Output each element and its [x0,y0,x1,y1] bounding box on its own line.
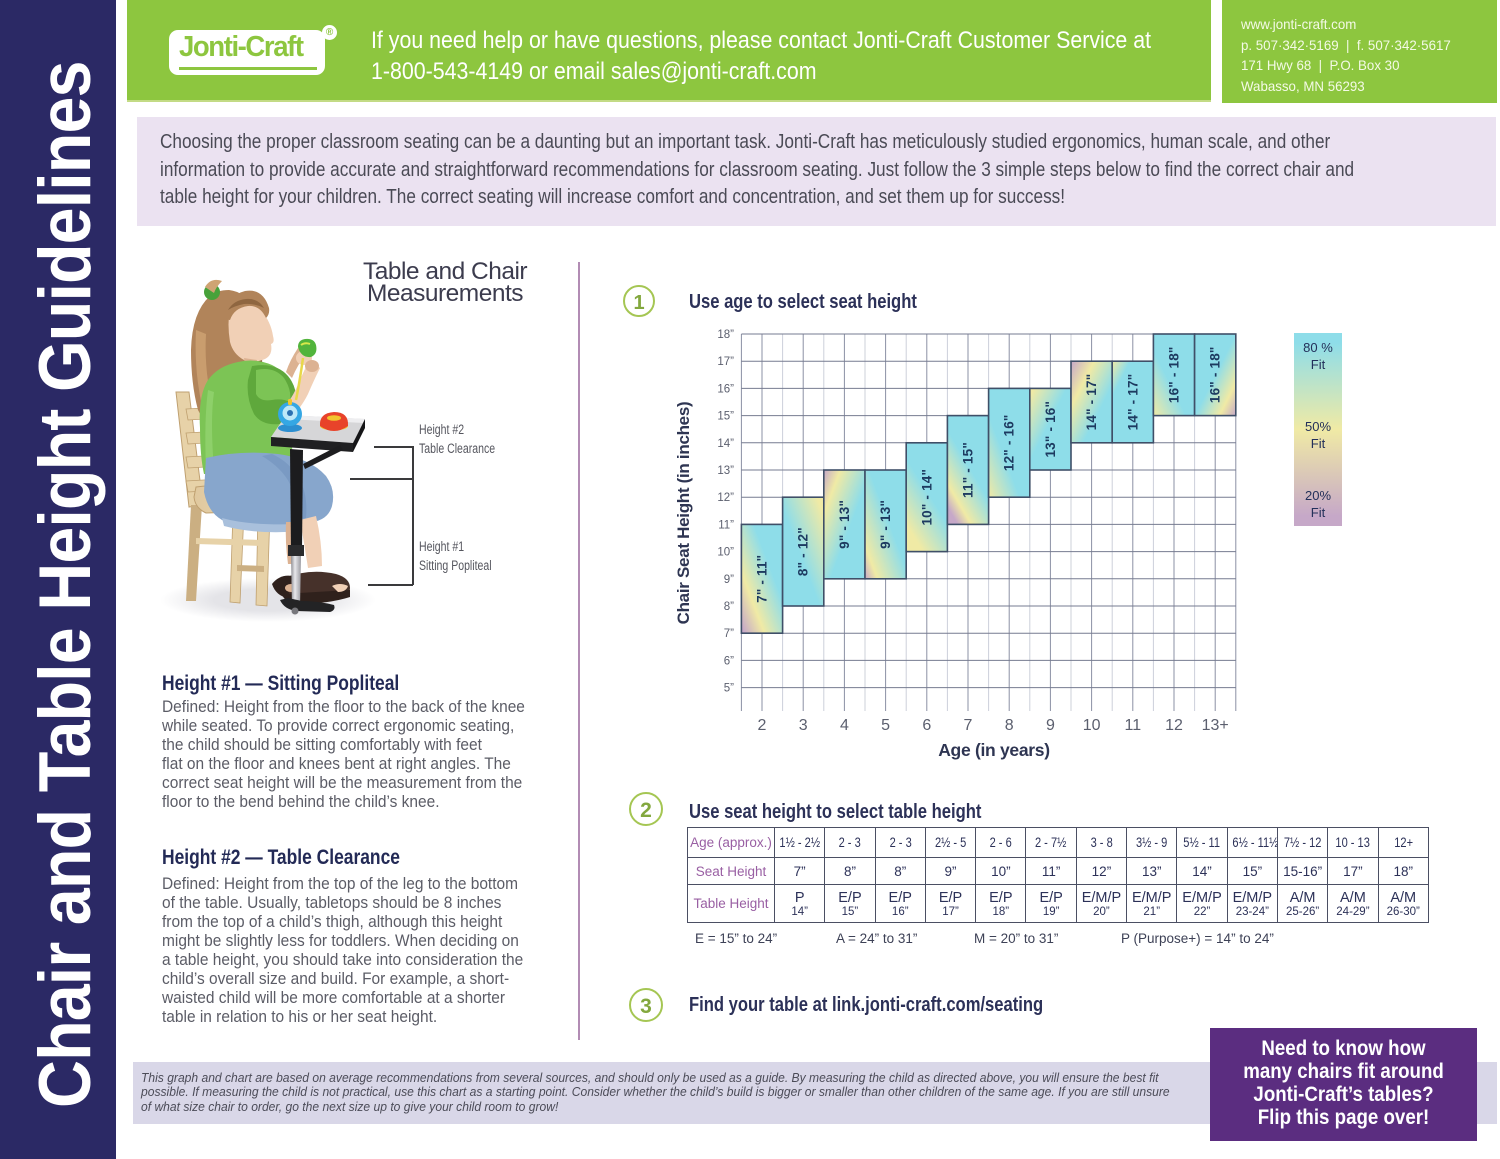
svg-text:20%: 20% [1305,488,1331,503]
svg-text:Fit: Fit [1311,436,1326,451]
svg-text:16”: 16” [717,383,734,395]
svg-text:13" - 16": 13" - 16" [1043,401,1058,458]
svg-text:16" - 18": 16" - 18" [1208,346,1223,403]
svg-text:8" - 12": 8" - 12" [796,527,811,576]
svg-text:12”: 12” [717,492,734,504]
svg-text:9" - 13": 9" - 13" [878,500,893,549]
svg-text:7”: 7” [724,628,734,640]
svg-text:7" - 11": 7" - 11" [755,555,770,603]
svg-text:50%: 50% [1305,419,1331,434]
svg-text:5: 5 [881,717,890,734]
svg-text:6”: 6” [724,655,734,667]
svg-text:14" - 17": 14" - 17" [1125,374,1140,431]
svg-text:10: 10 [1083,717,1101,734]
svg-text:13+: 13+ [1202,717,1229,734]
svg-text:Fit: Fit [1311,505,1326,520]
svg-text:Chair Seat Height (in inches): Chair Seat Height (in inches) [674,402,693,625]
svg-text:11: 11 [1124,717,1141,734]
svg-text:13”: 13” [717,465,734,477]
svg-text:16" - 18": 16" - 18" [1167,346,1182,403]
svg-text:12: 12 [1165,717,1183,734]
svg-text:14" - 17": 14" - 17" [1084,374,1099,431]
svg-text:18”: 18” [717,329,734,341]
svg-text:5”: 5” [724,683,734,695]
svg-text:9”: 9” [724,574,734,586]
svg-text:8: 8 [1005,717,1014,734]
svg-text:4: 4 [840,717,849,734]
svg-text:2: 2 [758,717,767,734]
svg-text:17”: 17” [717,356,734,368]
svg-text:Fit: Fit [1311,357,1326,372]
svg-text:6: 6 [922,717,931,734]
svg-text:11" - 15": 11" - 15" [961,442,976,498]
svg-text:3: 3 [799,717,808,734]
svg-text:80 %: 80 % [1303,340,1333,355]
svg-text:8”: 8” [724,601,734,613]
svg-text:12" - 16": 12" - 16" [1002,414,1017,471]
svg-text:15”: 15” [717,411,734,423]
svg-text:7: 7 [964,717,973,734]
svg-text:Age (in years): Age (in years) [938,740,1050,760]
svg-text:14”: 14” [717,438,734,450]
svg-text:10" - 14": 10" - 14" [919,469,934,526]
svg-text:11”: 11” [718,519,734,531]
svg-text:10”: 10” [717,547,734,559]
svg-text:9: 9 [1046,717,1055,734]
svg-text:9" - 13": 9" - 13" [837,500,852,549]
